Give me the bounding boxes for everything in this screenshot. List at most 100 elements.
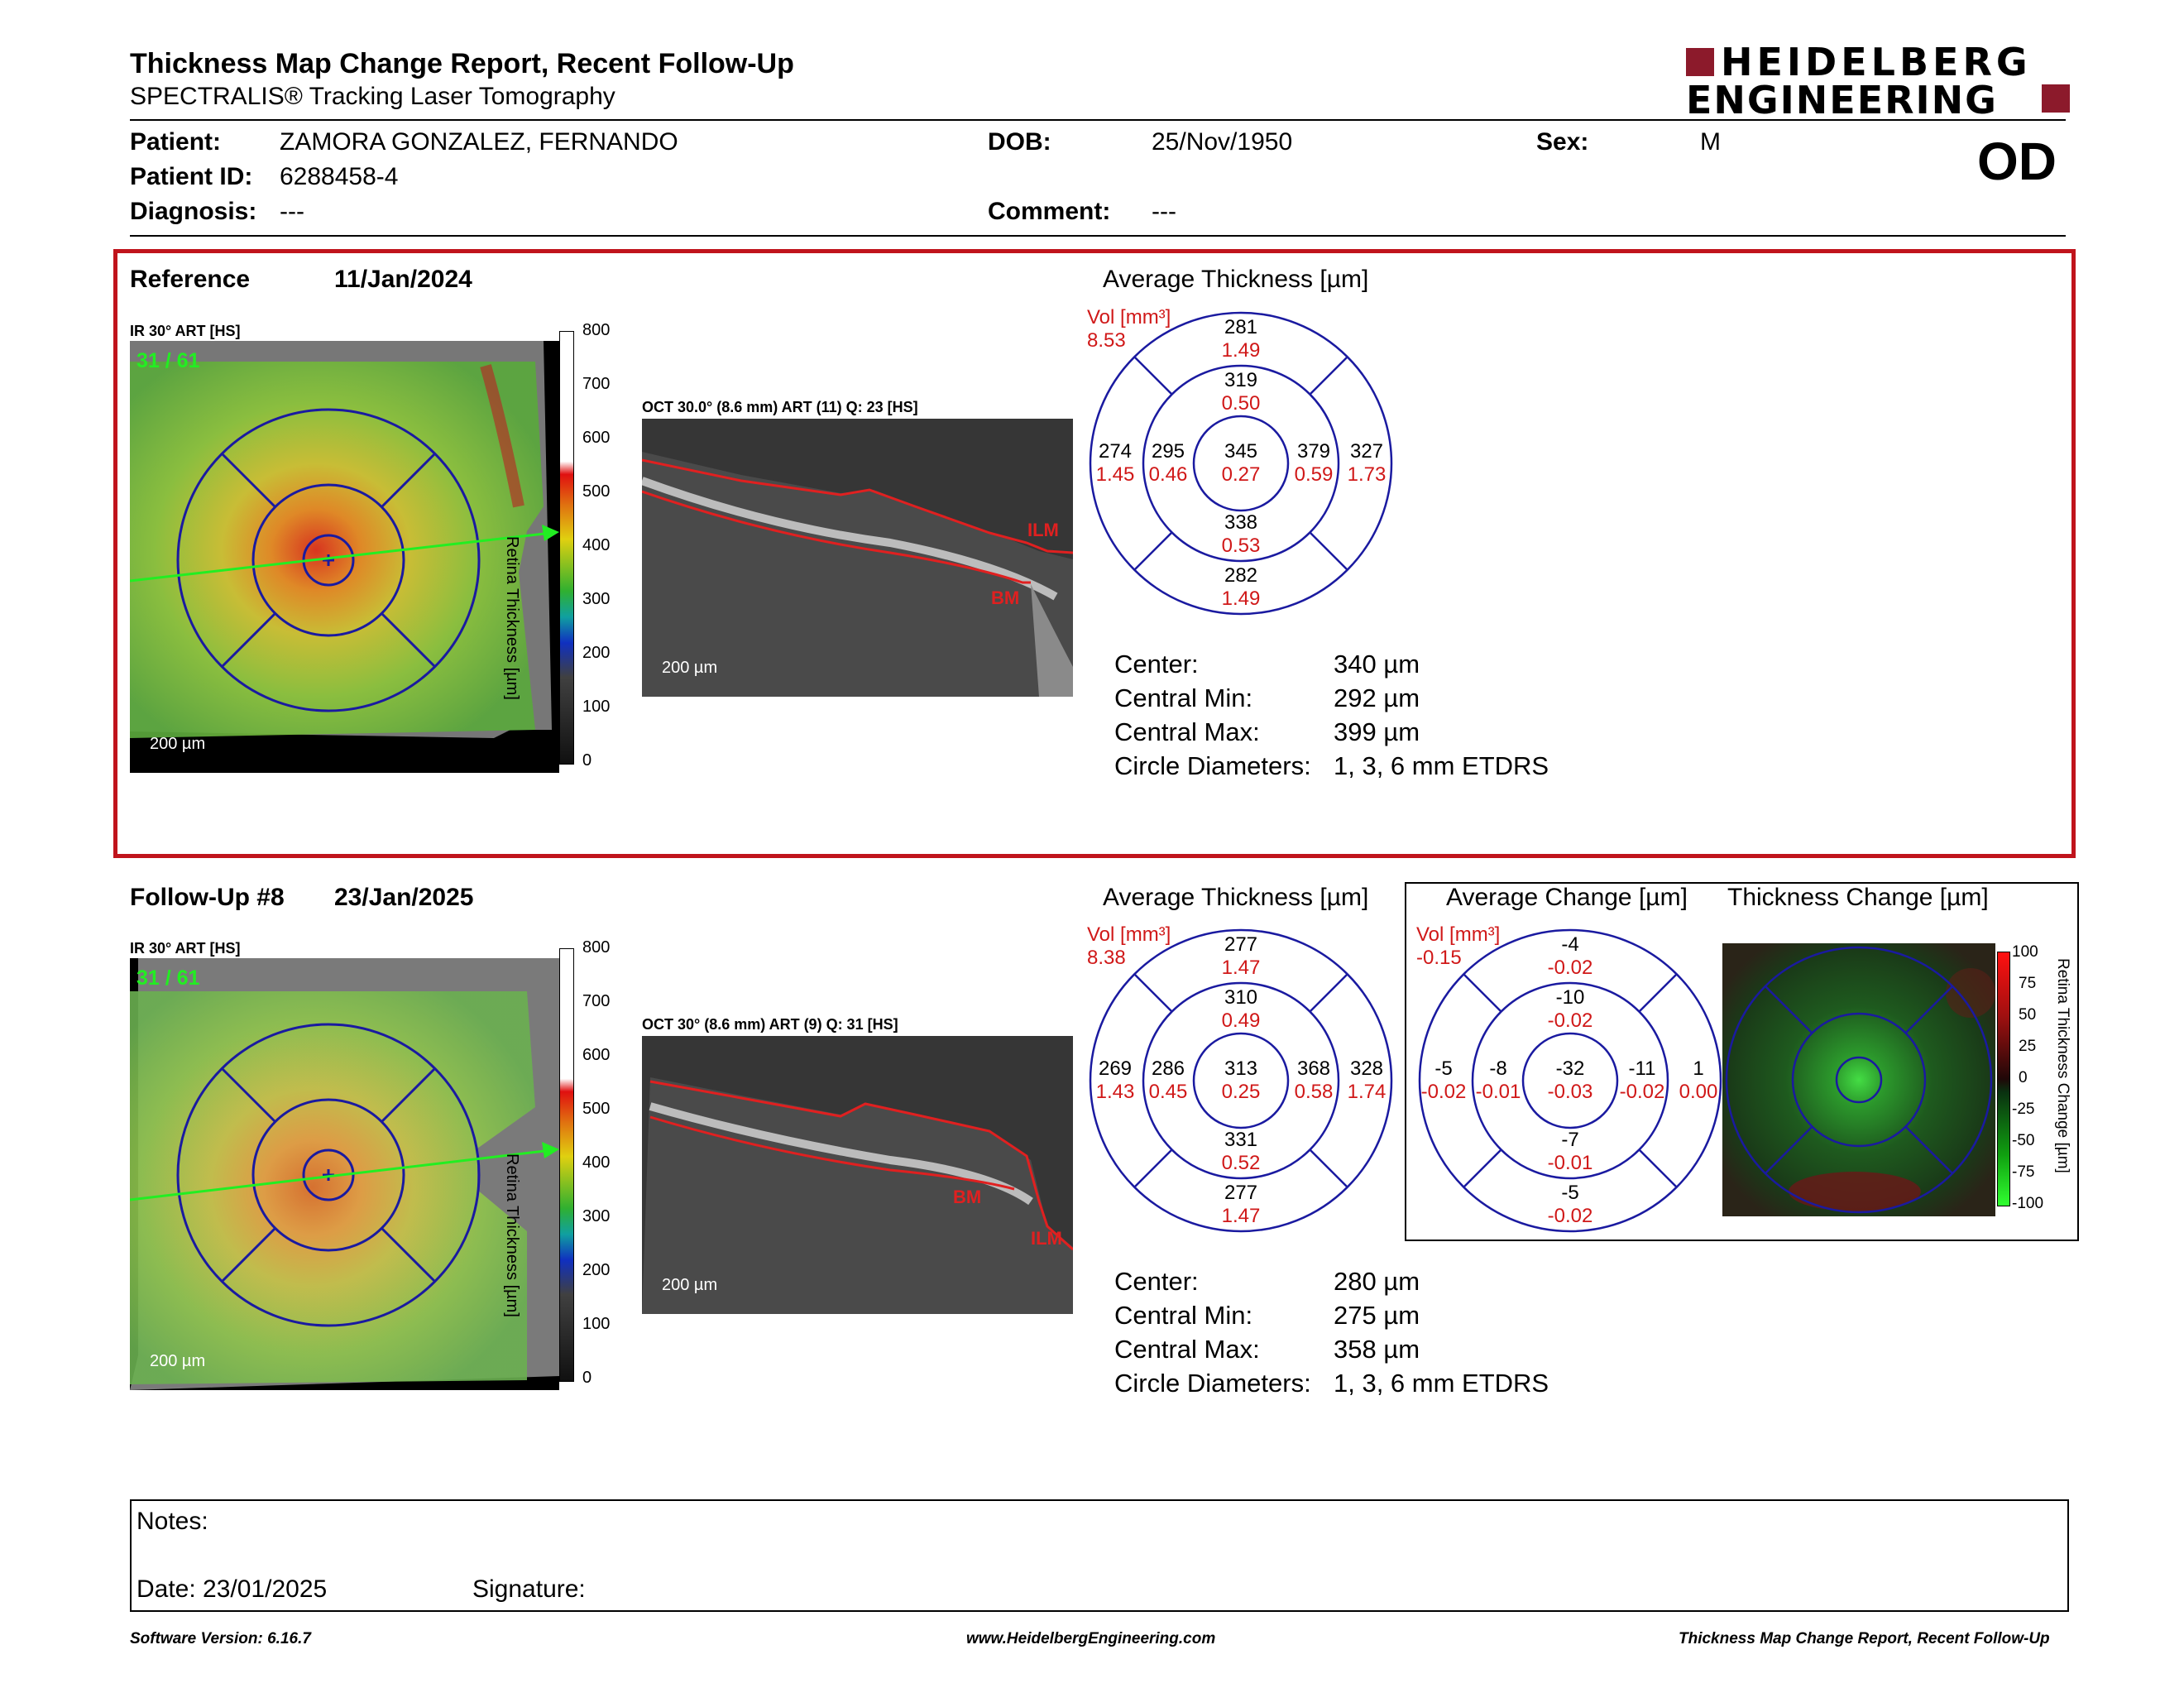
fu-inner-temp-vol: 0.45: [1148, 1081, 1188, 1103]
fu-center-thick: 313: [1224, 1057, 1258, 1080]
ref-tick: 200: [582, 644, 611, 662]
chg-inner-inf-thick: -7: [1561, 1129, 1579, 1151]
ref-outer-temp-thick: 274: [1098, 440, 1133, 463]
ref-colorbar-title: Retina Thickness [µm]: [503, 536, 521, 700]
fu-outer-temp-thick: 269: [1098, 1057, 1133, 1080]
ref-tick: 0: [582, 751, 592, 770]
change-etdrs-grid: Vol [mm³] -0.15 -4 -0.02 -10 -0.02 -5 -0…: [1413, 923, 1727, 1238]
notes-signature: Signature:: [472, 1575, 586, 1603]
ref-diam-label: Circle Diameters:: [1114, 751, 1311, 780]
fu-outer-sup-thick: 277: [1224, 933, 1258, 956]
fu-vol-label: Vol [mm³]: [1087, 923, 1171, 946]
ref-tick: 400: [582, 536, 611, 554]
comment-value: ---: [1152, 198, 1176, 225]
chg-outer-nasal-vol: 0.00: [1679, 1081, 1718, 1103]
logo-text-bottom: ENGINEERING: [1686, 78, 1998, 122]
eye-indicator: OD: [1977, 132, 2057, 191]
ref-inner-temp-thick: 295: [1151, 440, 1185, 463]
diagnosis-value: ---: [280, 198, 304, 225]
fu-max-value: 358 µm: [1334, 1335, 1420, 1364]
ref-inner-inf-vol: 0.53: [1221, 535, 1261, 557]
report-subtitle: SPECTRALIS® Tracking Laser Tomography: [130, 83, 615, 110]
ref-outer-nasal-vol: 1.73: [1347, 463, 1387, 486]
ref-inner-sup-thick: 319: [1224, 369, 1258, 391]
reference-frame: [113, 249, 2076, 858]
fu-vol-value: 8.38: [1087, 947, 1126, 969]
change-frame: [1405, 882, 2079, 1241]
change-colorbar-ticks: 100 75 50 25 0 -25 -50 -75 -100: [2012, 943, 2053, 1212]
chg-inner-sup-thick: -10: [1555, 986, 1585, 1009]
chg-outer-nasal-thick: 1: [1693, 1057, 1704, 1080]
ref-colorbar-ticks: 800 700 600 500 400 300 200 100 0: [582, 321, 615, 770]
chg-center-thick: -32: [1555, 1057, 1585, 1080]
ref-inner-nasal-thick: 379: [1296, 440, 1331, 463]
fu-outer-nasal-thick: 328: [1349, 1057, 1384, 1080]
fu-center-label: Center:: [1114, 1267, 1199, 1296]
chg-outer-inf-thick: -5: [1561, 1182, 1579, 1204]
chg-inner-inf-vol: -0.01: [1547, 1152, 1593, 1174]
ref-min-label: Central Min:: [1114, 683, 1253, 712]
followup-label: Follow-Up #8: [130, 884, 285, 911]
fu-inner-sup-thick: 310: [1224, 986, 1258, 1009]
chg-inner-temp-thick: -8: [1489, 1057, 1507, 1080]
ref-vol-label: Vol [mm³]: [1087, 306, 1171, 328]
notes-box[interactable]: Notes: Date: 23/01/2025 Signature:: [130, 1499, 2069, 1612]
fu-tick: 600: [582, 1046, 611, 1064]
ref-outer-nasal-thick: 327: [1349, 440, 1384, 463]
ref-tick: 700: [582, 375, 611, 393]
ref-outer-sup-thick: 281: [1224, 316, 1258, 338]
chg-inner-nasal-vol: -0.02: [1619, 1081, 1665, 1103]
patient-label: Patient:: [130, 128, 222, 156]
chg-outer-temp-vol: -0.02: [1420, 1081, 1467, 1103]
fu-inner-inf-thick: 331: [1224, 1129, 1258, 1151]
chg-tick: -100: [2012, 1195, 2044, 1212]
sex-value: M: [1700, 128, 1721, 156]
ref-oct-label: OCT 30.0° (8.6 mm) ART (11) Q: 23 [HS]: [642, 399, 918, 415]
fu-min-value: 275 µm: [1334, 1301, 1420, 1330]
chg-tick: 0: [2019, 1069, 2028, 1086]
diagnosis-label: Diagnosis:: [130, 198, 257, 225]
fu-oct-label: OCT 30° (8.6 mm) ART (9) Q: 31 [HS]: [642, 1016, 898, 1033]
ref-oct-scale: 200 µm: [662, 659, 718, 677]
fu-inner-temp-thick: 286: [1151, 1057, 1185, 1080]
notes-date: Date: 23/01/2025: [136, 1575, 328, 1603]
fu-tick: 400: [582, 1153, 611, 1172]
fu-outer-inf-thick: 277: [1224, 1182, 1258, 1204]
fu-center-vol: 0.25: [1221, 1081, 1261, 1103]
ref-tick: 500: [582, 482, 611, 501]
ref-inner-sup-vol: 0.50: [1221, 392, 1261, 415]
chg-tick: -50: [2012, 1132, 2035, 1149]
ref-tick: 800: [582, 321, 611, 339]
ref-tick: 300: [582, 590, 611, 608]
thickness-change-map: [1722, 943, 1995, 1216]
fu-tick: 100: [582, 1315, 611, 1333]
fu-outer-inf-vol: 1.47: [1221, 1205, 1261, 1227]
ref-vol-value: 8.53: [1087, 329, 1126, 352]
fu-tick: 700: [582, 992, 611, 1010]
ref-max-label: Central Max:: [1114, 717, 1260, 746]
footer-url[interactable]: www.HeidelbergEngineering.com: [966, 1630, 1216, 1647]
fu-tick: 800: [582, 938, 611, 957]
ref-min-value: 292 µm: [1334, 683, 1420, 712]
fu-oct-bm: BM: [953, 1187, 982, 1207]
fu-tick: 300: [582, 1207, 611, 1225]
report-title: Thickness Map Change Report, Recent Foll…: [130, 48, 794, 79]
ref-outer-inf-vol: 1.49: [1221, 587, 1261, 610]
chg-vol-label: Vol [mm³]: [1416, 923, 1501, 946]
logo-square-bottom: [2042, 84, 2070, 113]
chg-tick: -75: [2012, 1163, 2035, 1181]
thickness-change-title: Thickness Change [µm]: [1727, 884, 1989, 911]
chg-tick: 50: [2019, 1006, 2037, 1024]
reference-date: 11/Jan/2024: [334, 266, 472, 293]
header-rule: [130, 119, 2066, 121]
fu-tick: 200: [582, 1261, 611, 1279]
chg-center-vol: -0.03: [1547, 1081, 1593, 1103]
fu-tick: 0: [582, 1369, 592, 1387]
ref-center-thick: 345: [1224, 440, 1258, 463]
fu-oct-scale: 200 µm: [662, 1276, 718, 1294]
fu-ir-label: IR 30° ART [HS]: [130, 940, 241, 957]
fu-etdrs-grid: Vol [mm³] 8.38 277 1.47 310 0.49 269 1.4…: [1084, 923, 1398, 1238]
ref-outer-inf-thick: 282: [1224, 564, 1258, 587]
ref-inner-nasal-vol: 0.59: [1294, 463, 1334, 486]
notes-label: Notes:: [136, 1508, 208, 1535]
